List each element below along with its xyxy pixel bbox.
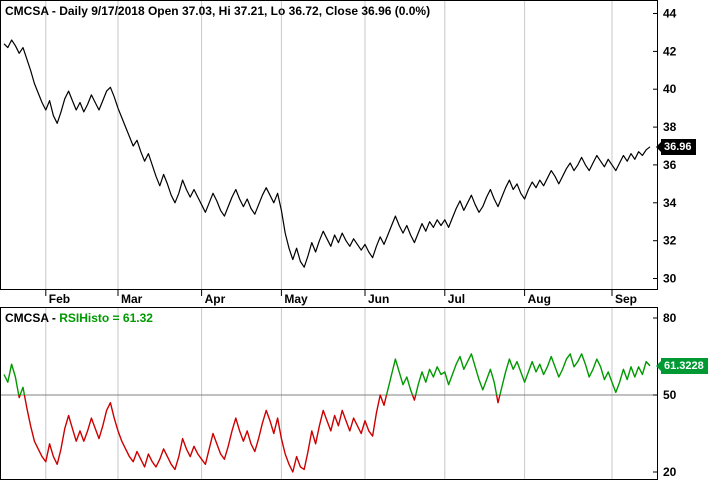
x-axis-month-label: Feb (49, 292, 70, 306)
price-line (3, 39, 651, 268)
rsi-line-above-50 (3, 353, 651, 396)
last-price-badge: 36.96 (656, 139, 696, 155)
rsi-panel-title: CMCSA - RSIHisto = 61.32 (5, 311, 153, 325)
x-axis-month-label: Jul (448, 292, 465, 306)
rsi-line-below-50 (18, 394, 501, 473)
price-y-axis-label: 36 (663, 158, 677, 172)
x-axis-month-label: Sep (615, 292, 637, 306)
x-axis-month-label: Jun (368, 292, 389, 306)
x-axis-month-label: Mar (121, 292, 143, 306)
rsi-y-axis-label: 50 (663, 388, 677, 402)
price-y-axis-label: 38 (663, 120, 677, 134)
price-y-axis-label: 32 (663, 234, 677, 248)
rsi-y-axis-label: 20 (663, 465, 677, 479)
price-panel-title: CMCSA - Daily 9/17/2018 Open 37.03, Hi 3… (5, 4, 431, 18)
price-y-axis-label: 34 (663, 196, 677, 210)
price-y-axis-label: 42 (663, 44, 677, 58)
x-axis-month-label: May (284, 292, 308, 306)
x-axis-month-label: Apr (205, 292, 226, 306)
rsi-y-axis-label: 80 (663, 311, 677, 325)
price-panel-border (0, 0, 658, 290)
price-y-axis-label: 40 (663, 82, 677, 96)
price-y-axis-label: 30 (663, 272, 677, 286)
rsi-title-symbol: CMCSA - (5, 311, 60, 325)
rsi-title-indicator-value: RSIHisto = 61.32 (59, 311, 153, 325)
rsi-panel-border (0, 307, 658, 480)
price-y-axis-label: 44 (663, 7, 677, 21)
rsi-value-badge: 61.3228 (656, 358, 708, 374)
x-axis-month-label: Aug (528, 292, 551, 306)
